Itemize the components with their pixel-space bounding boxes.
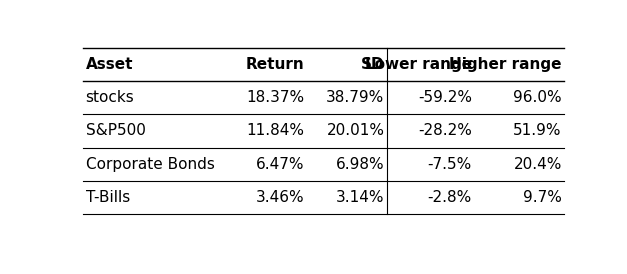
Text: Higher range: Higher range: [450, 57, 562, 72]
Text: 51.9%: 51.9%: [514, 124, 562, 138]
Text: 11.84%: 11.84%: [246, 124, 304, 138]
Text: 6.47%: 6.47%: [256, 157, 304, 172]
Text: 18.37%: 18.37%: [246, 90, 304, 105]
Text: -28.2%: -28.2%: [418, 124, 472, 138]
Text: 6.98%: 6.98%: [336, 157, 384, 172]
Text: Corporate Bonds: Corporate Bonds: [86, 157, 214, 172]
Text: 3.14%: 3.14%: [336, 190, 384, 205]
Text: -59.2%: -59.2%: [418, 90, 472, 105]
Text: 9.7%: 9.7%: [523, 190, 562, 205]
Text: 20.01%: 20.01%: [327, 124, 384, 138]
Text: S&P500: S&P500: [86, 124, 145, 138]
Text: SD: SD: [361, 57, 384, 72]
Text: 3.46%: 3.46%: [256, 190, 304, 205]
Text: Asset: Asset: [86, 57, 133, 72]
Text: stocks: stocks: [86, 90, 134, 105]
Text: T-Bills: T-Bills: [86, 190, 130, 205]
Text: 38.79%: 38.79%: [326, 90, 384, 105]
Text: 20.4%: 20.4%: [514, 157, 562, 172]
Text: Lower range: Lower range: [365, 57, 472, 72]
Text: Return: Return: [246, 57, 304, 72]
Text: 96.0%: 96.0%: [514, 90, 562, 105]
Text: -7.5%: -7.5%: [428, 157, 472, 172]
Text: -2.8%: -2.8%: [428, 190, 472, 205]
